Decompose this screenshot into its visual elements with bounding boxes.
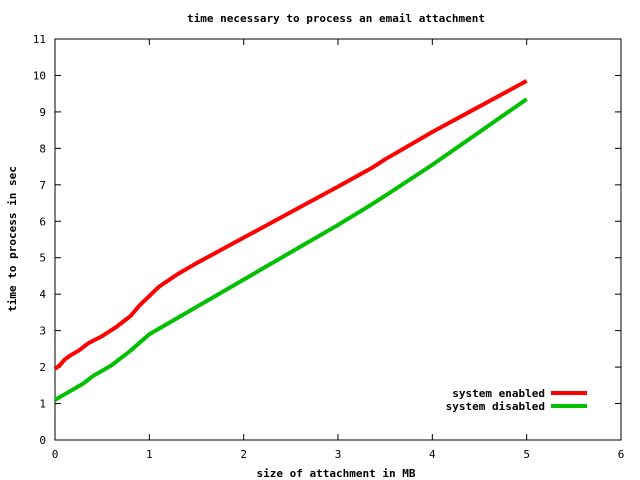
legend: system enabled system disabled bbox=[446, 387, 587, 413]
legend-label-enabled: system enabled bbox=[452, 387, 545, 400]
legend-label-disabled: system disabled bbox=[446, 400, 545, 413]
y-axis-ticks: 0 1 2 3 4 5 6 7 8 9 10 11 bbox=[33, 33, 621, 447]
y-tick-label: 0 bbox=[39, 434, 46, 447]
x-tick-label: 4 bbox=[429, 448, 436, 461]
y-tick-label: 9 bbox=[39, 106, 46, 119]
y-tick-label: 11 bbox=[33, 33, 46, 46]
x-tick-label: 3 bbox=[335, 448, 342, 461]
x-tick-label: 5 bbox=[523, 448, 530, 461]
x-tick-label: 1 bbox=[146, 448, 153, 461]
x-tick-label: 0 bbox=[52, 448, 59, 461]
x-axis-label: size of attachment in MB bbox=[257, 467, 416, 480]
x-tick-label: 6 bbox=[618, 448, 625, 461]
plot-frame bbox=[54, 38, 622, 441]
y-tick-label: 1 bbox=[39, 398, 46, 411]
chart-title: time necessary to process an email attac… bbox=[187, 12, 485, 25]
y-tick-label: 7 bbox=[39, 179, 46, 192]
y-tick-label: 4 bbox=[39, 288, 46, 301]
x-axis-ticks: 0 1 2 3 4 5 6 bbox=[52, 39, 625, 461]
y-tick-label: 2 bbox=[39, 361, 46, 374]
series-line-disabled bbox=[53, 97, 528, 402]
series-line-enabled bbox=[53, 79, 528, 371]
y-tick-label: 5 bbox=[39, 252, 46, 265]
series-group bbox=[53, 79, 528, 402]
y-tick-label: 10 bbox=[33, 69, 46, 82]
y-axis-label: time to process in sec bbox=[6, 166, 19, 312]
y-tick-label: 8 bbox=[39, 142, 46, 155]
y-tick-label: 6 bbox=[39, 215, 46, 228]
x-tick-label: 2 bbox=[240, 448, 247, 461]
y-tick-label: 3 bbox=[39, 325, 46, 338]
